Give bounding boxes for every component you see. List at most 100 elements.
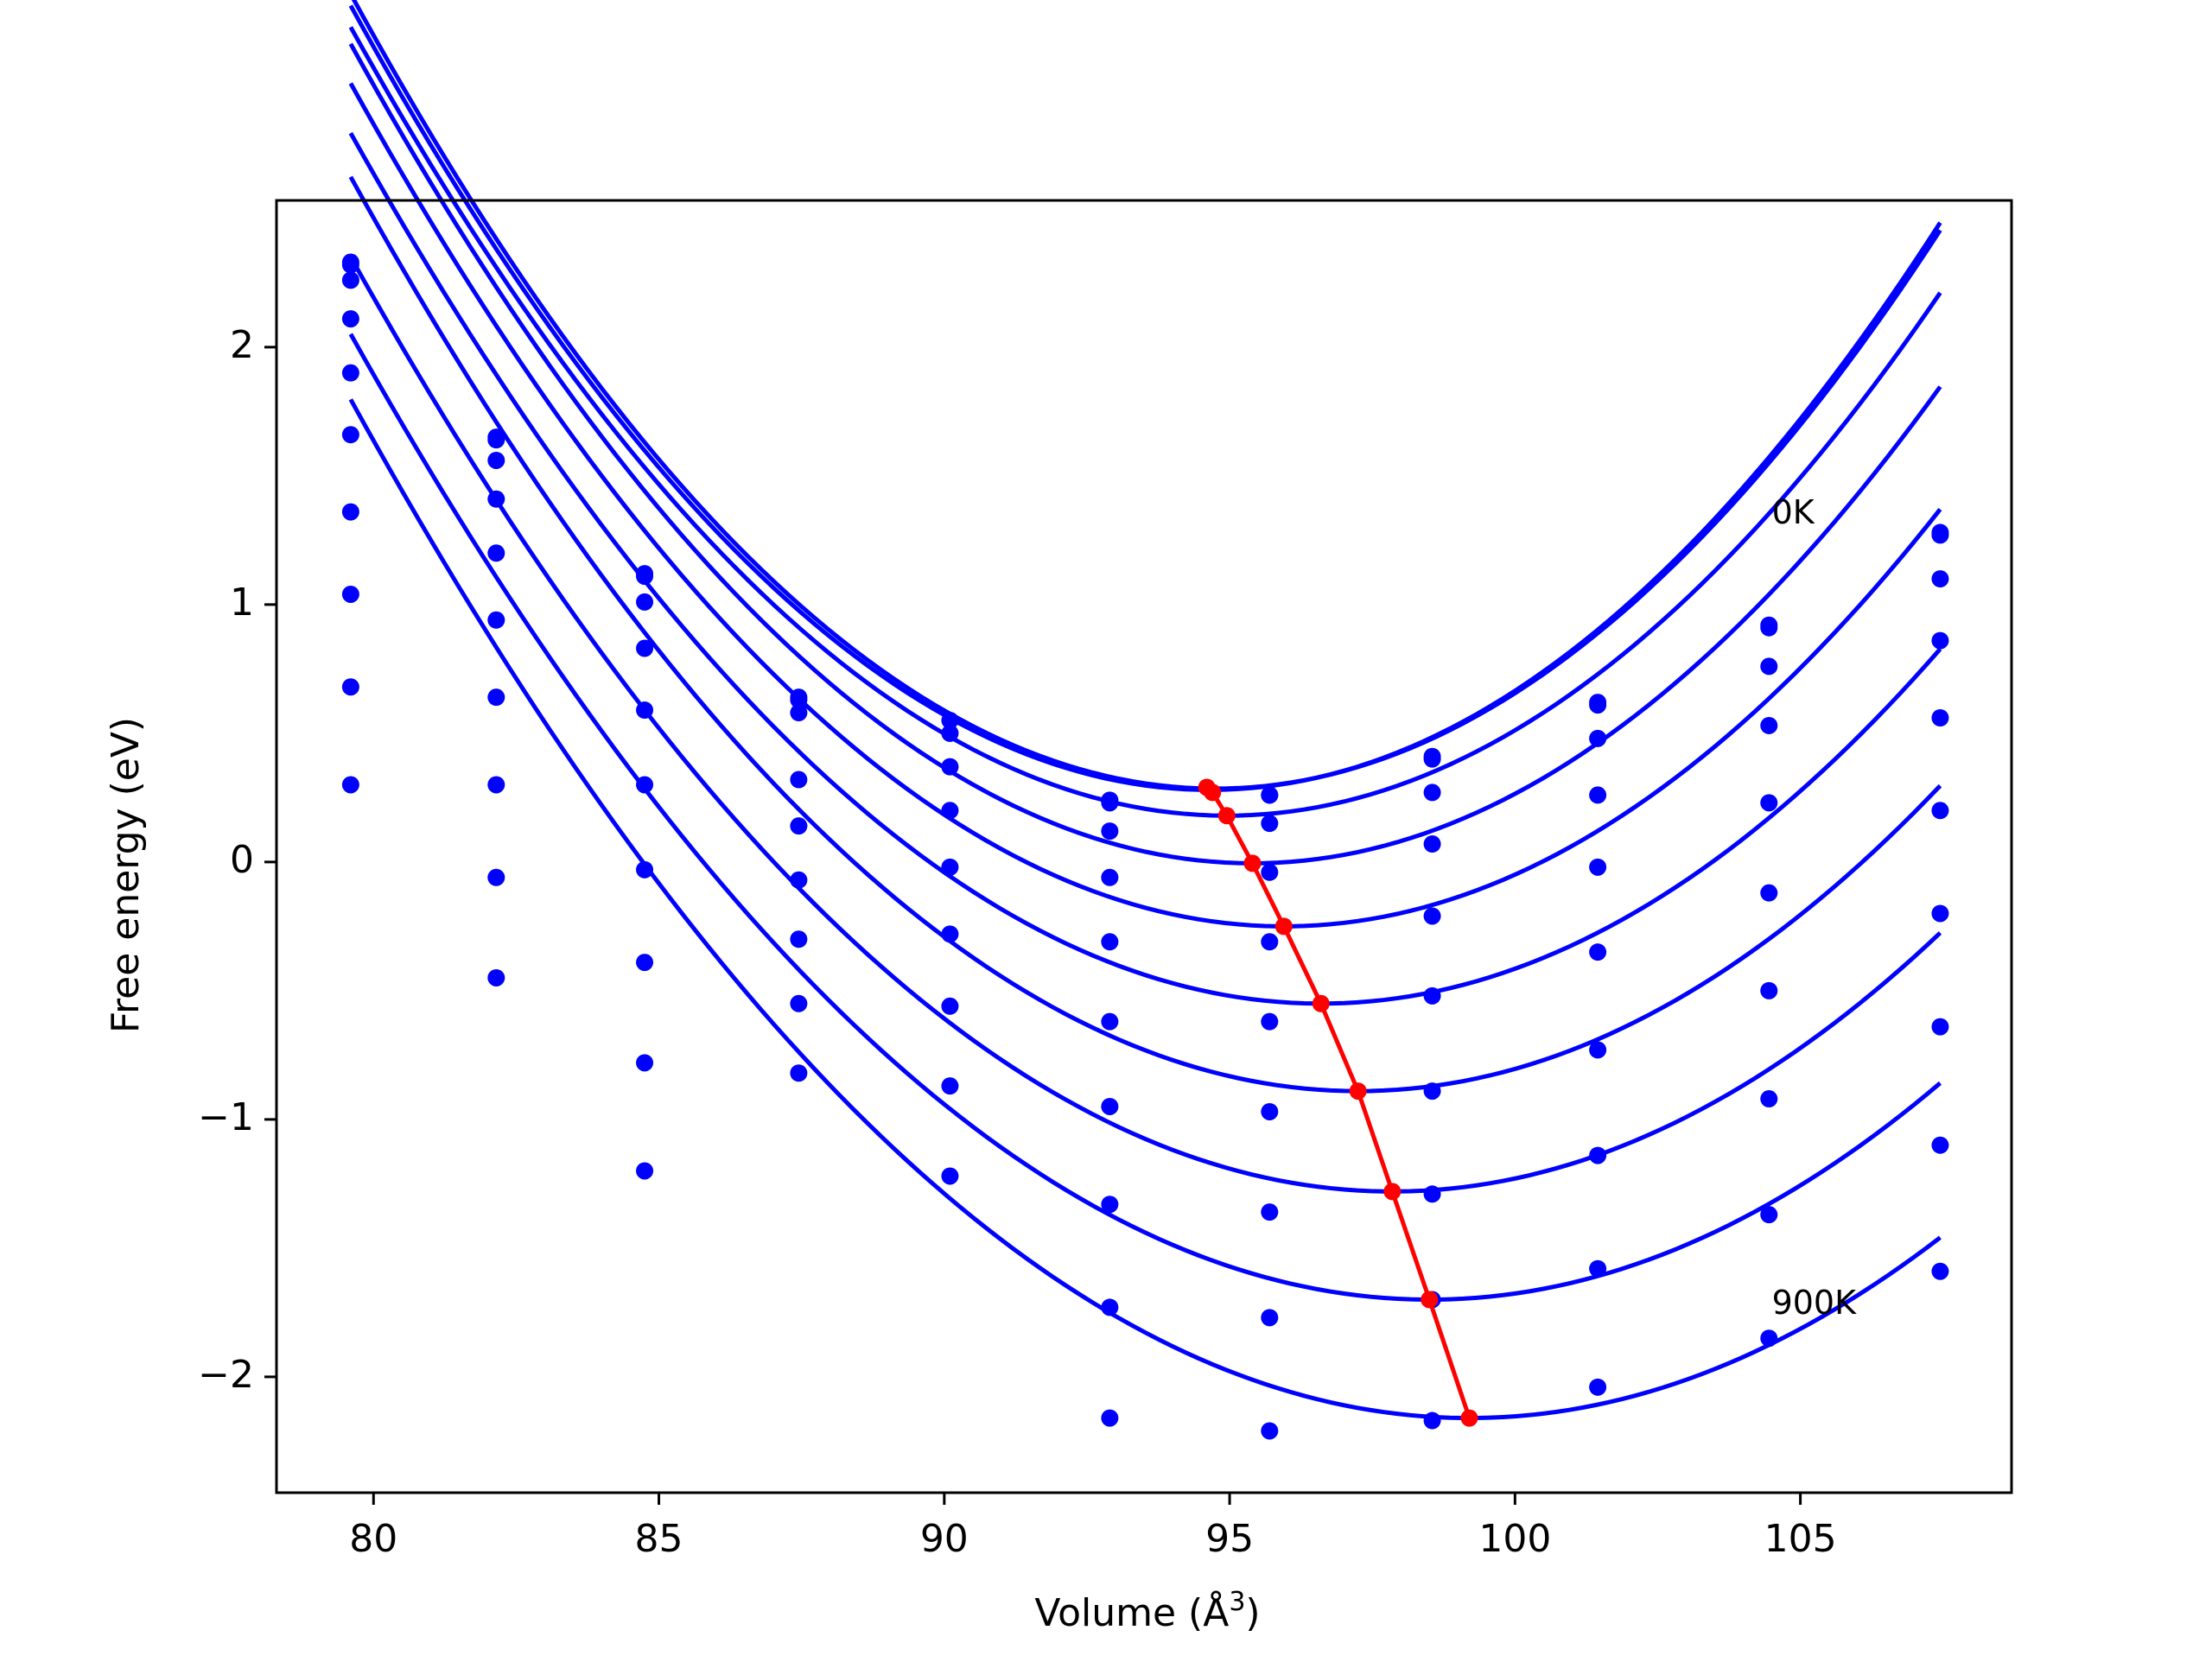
data-point bbox=[1261, 1012, 1279, 1031]
y-tick-label: −1 bbox=[198, 1095, 254, 1139]
data-point bbox=[1589, 729, 1607, 747]
x-axis-label-exponent: 3 bbox=[1229, 1587, 1245, 1617]
equilibrium-point bbox=[1243, 854, 1262, 872]
data-point bbox=[1931, 709, 1949, 726]
equilibrium-point bbox=[1204, 783, 1222, 802]
data-point bbox=[636, 593, 654, 611]
data-point bbox=[1423, 750, 1441, 768]
data-point bbox=[487, 688, 505, 707]
y-axis-label: Free energy (eV) bbox=[104, 717, 148, 1033]
data-point bbox=[1589, 1259, 1607, 1278]
data-point bbox=[341, 426, 359, 444]
data-point bbox=[1423, 907, 1441, 925]
equilibrium-point bbox=[1217, 807, 1236, 825]
data-point bbox=[487, 611, 505, 629]
data-point bbox=[1589, 696, 1607, 714]
data-point bbox=[1261, 815, 1279, 833]
fit-curve-4 bbox=[348, 82, 1942, 929]
data-point bbox=[1261, 1203, 1279, 1221]
data-point bbox=[487, 451, 505, 469]
x-tick-label: 90 bbox=[920, 1517, 969, 1561]
data-point bbox=[1261, 1102, 1279, 1120]
equilibrium-point bbox=[1421, 1291, 1439, 1309]
data-point bbox=[636, 860, 654, 879]
y-tick-label: 1 bbox=[230, 580, 254, 625]
data-point bbox=[1101, 822, 1119, 841]
data-point bbox=[1760, 657, 1778, 676]
data-point bbox=[1261, 1309, 1279, 1327]
equilibrium-point bbox=[1312, 994, 1330, 1012]
data-point bbox=[487, 431, 505, 449]
data-point bbox=[341, 271, 359, 289]
fit-curve-9 bbox=[348, 398, 1942, 1421]
fit-curve-8 bbox=[348, 333, 1942, 1302]
data-point bbox=[1589, 1378, 1607, 1396]
data-point bbox=[1101, 794, 1119, 812]
axes-layer: 0K 900K 80 85 90 95 100 105 −2 −1 0 1 2 bbox=[198, 199, 2013, 1561]
data-point bbox=[1101, 1196, 1119, 1214]
data-point bbox=[636, 701, 654, 720]
data-point bbox=[941, 1077, 959, 1095]
y-tick-label: −2 bbox=[198, 1353, 254, 1397]
data-point bbox=[941, 925, 959, 943]
fit-curve-3 bbox=[348, 42, 1942, 866]
data-point bbox=[1261, 863, 1279, 881]
x-axis-label-close: ) bbox=[1245, 1591, 1260, 1635]
data-point bbox=[1931, 570, 1949, 588]
data-point bbox=[1423, 1411, 1441, 1430]
data-point bbox=[1423, 986, 1441, 1005]
data-point bbox=[1760, 1329, 1778, 1348]
data-point bbox=[790, 994, 808, 1012]
data-point bbox=[636, 776, 654, 794]
data-point bbox=[341, 503, 359, 521]
x-tick-label: 105 bbox=[1764, 1517, 1837, 1561]
data-point bbox=[487, 868, 505, 886]
x-axis-label-text: Volume (Å bbox=[1034, 1589, 1229, 1635]
data-point bbox=[487, 776, 505, 794]
data-point bbox=[636, 954, 654, 972]
data-point bbox=[941, 802, 959, 820]
data-point bbox=[636, 1054, 654, 1072]
data-point bbox=[1589, 943, 1607, 961]
x-tick-label: 95 bbox=[1205, 1517, 1254, 1561]
data-point bbox=[1101, 1097, 1119, 1115]
fit-curve-7 bbox=[348, 256, 1942, 1194]
data-point bbox=[1931, 631, 1949, 650]
x-axis-label: Volume (Å3) bbox=[1034, 1587, 1260, 1635]
equilibrium-point bbox=[1460, 1409, 1478, 1427]
data-point bbox=[1589, 858, 1607, 876]
data-point bbox=[790, 1064, 808, 1082]
fit-curve-6 bbox=[348, 175, 1942, 1094]
x-tick-label: 80 bbox=[349, 1517, 397, 1561]
fit-curve-5 bbox=[348, 131, 1942, 1006]
data-point bbox=[790, 691, 808, 709]
x-tick-label: 100 bbox=[1478, 1517, 1551, 1561]
data-point bbox=[790, 930, 808, 948]
data-point bbox=[341, 585, 359, 603]
y-tick-label: 2 bbox=[230, 323, 254, 367]
data-point bbox=[1261, 1422, 1279, 1440]
data-point bbox=[341, 776, 359, 794]
data-point bbox=[1931, 526, 1949, 544]
data-point bbox=[1760, 1090, 1778, 1108]
data-point bbox=[487, 544, 505, 562]
equilibrium-line bbox=[1205, 785, 1471, 1419]
data-point bbox=[1931, 802, 1949, 820]
data-point bbox=[941, 1167, 959, 1185]
data-point bbox=[941, 711, 959, 729]
data-point bbox=[1101, 1409, 1119, 1427]
data-point bbox=[1931, 904, 1949, 923]
plot-frame bbox=[275, 199, 2013, 1494]
data-point bbox=[1760, 884, 1778, 902]
data-point bbox=[1589, 786, 1607, 804]
data-point bbox=[790, 771, 808, 789]
data-point bbox=[941, 997, 959, 1015]
fit-curve-0 bbox=[351, 0, 1942, 791]
data-point bbox=[636, 639, 654, 657]
data-point bbox=[636, 568, 654, 586]
data-point bbox=[1760, 716, 1778, 734]
equilibrium-point bbox=[1383, 1183, 1402, 1201]
data-point bbox=[1931, 1136, 1949, 1154]
